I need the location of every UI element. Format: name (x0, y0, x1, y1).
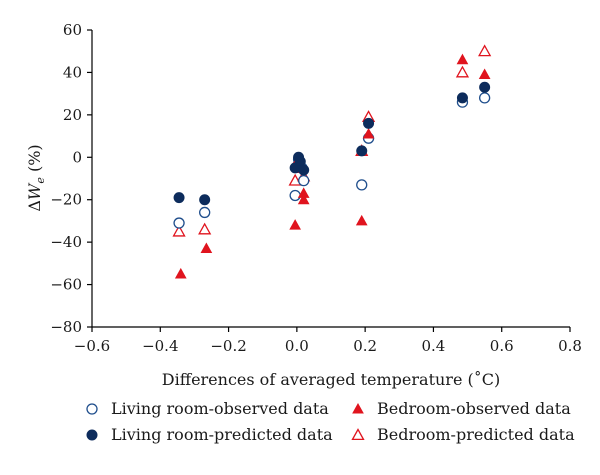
legend-marker (86, 403, 98, 415)
data-point (298, 174, 310, 187)
axes (91, 30, 570, 328)
y-tick-label: −80 (50, 318, 82, 336)
y-axis-label-unit: (%) (25, 144, 44, 177)
data-marks (172, 44, 492, 279)
legend-label: Bedroom-predicted data (377, 425, 575, 444)
legend: Living room-observed data Living room-pre… (86, 399, 575, 444)
legend-marker (352, 402, 364, 414)
x-axis-label: Differences of averaged temperature (˚C) (162, 370, 500, 389)
y-axis-label-sub: e (34, 177, 47, 184)
x-tick-label: 0.6 (490, 337, 514, 355)
y-tick-label: −20 (50, 191, 82, 209)
x-tick-label: 0.8 (558, 337, 582, 355)
data-point (355, 214, 368, 226)
data-point (478, 68, 491, 80)
legend-label: Living room-predicted data (111, 425, 333, 444)
data-point (198, 222, 212, 235)
data-point (455, 65, 470, 78)
data-point (479, 81, 491, 93)
data-point (173, 217, 185, 229)
ticks: −0.6 −0.4 −0.2 0.0 0.2 0.4 0.6 0.8 −80 −60 −40 −20 0… (50, 21, 582, 355)
x-tick-label: −0.2 (210, 337, 246, 355)
y-tick-label: −60 (50, 276, 82, 294)
data-point (298, 164, 310, 176)
legend-marker (351, 428, 365, 441)
data-point (456, 92, 468, 104)
data-point (478, 92, 491, 104)
y-axis-label-var: W (25, 182, 44, 200)
data-point (456, 53, 469, 65)
legend-label: Bedroom-observed data (377, 399, 571, 418)
y-tick-label: 20 (63, 106, 82, 124)
data-point (200, 242, 213, 254)
data-point (172, 224, 186, 237)
data-point (356, 145, 368, 157)
data-point (199, 206, 211, 219)
y-tick-label: 60 (63, 21, 82, 39)
data-point (356, 179, 368, 191)
data-point (174, 267, 187, 279)
data-point (297, 193, 310, 205)
data-point (289, 219, 301, 230)
x-tick-label: 0.0 (285, 337, 309, 355)
data-point (173, 192, 185, 204)
y-tick-label: 40 (63, 63, 82, 81)
data-point (363, 117, 375, 129)
x-tick-label: −0.4 (142, 337, 178, 355)
y-axis-label-delta: Δ (25, 200, 44, 212)
data-point (362, 127, 375, 139)
x-tick-label: 0.4 (421, 337, 445, 355)
legend-marker (86, 429, 98, 441)
x-tick-label: 0.2 (353, 337, 377, 355)
y-axis-label: ΔWe (%) (25, 144, 47, 211)
y-tick-label: −40 (50, 233, 82, 251)
data-point (478, 44, 492, 57)
data-point (199, 194, 211, 206)
legend-label: Living room-observed data (111, 399, 329, 418)
x-tick-label: −0.6 (74, 337, 110, 355)
y-tick-label: 0 (72, 148, 82, 166)
data-point (289, 189, 301, 202)
